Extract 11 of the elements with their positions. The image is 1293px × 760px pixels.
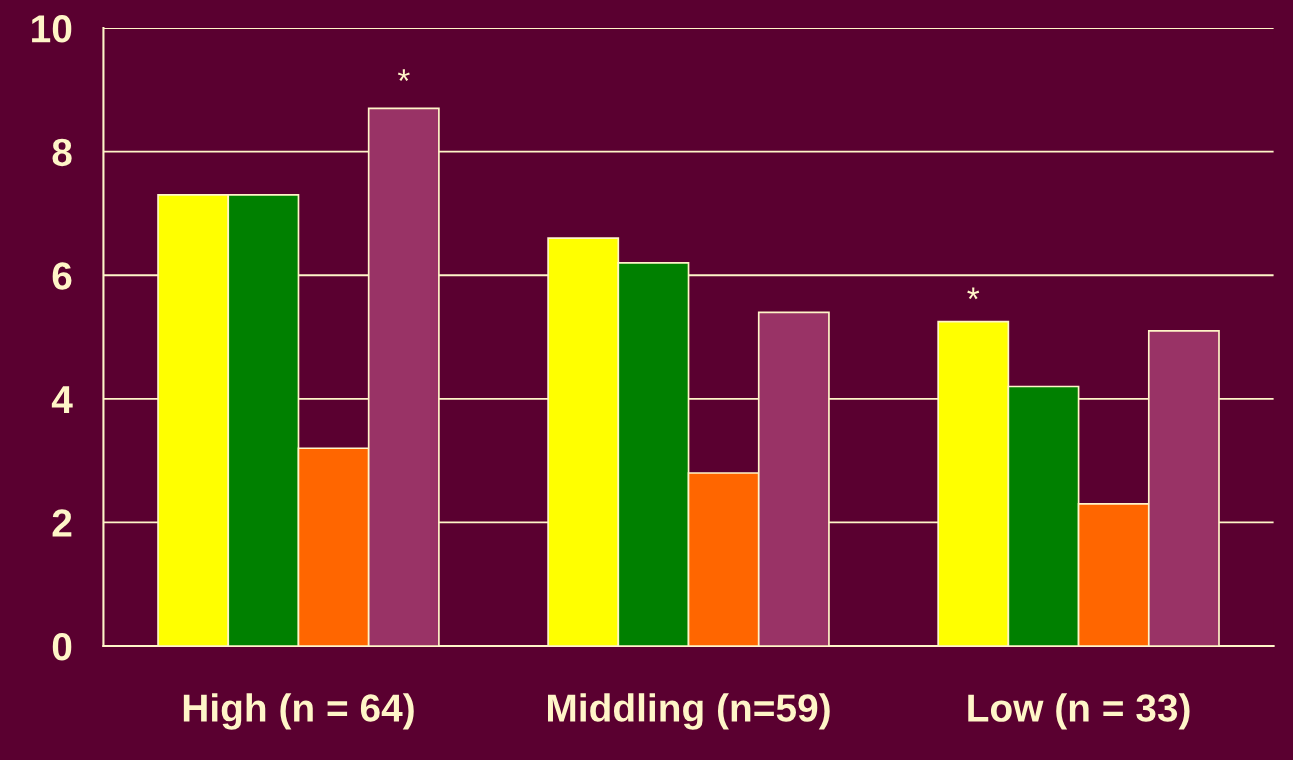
x-tick-label: High (n = 64) [183,693,414,730]
y-tick-label: 2 [52,509,72,537]
y-tick-label: 10 [32,15,72,43]
y-tick-label: 4 [51,386,73,413]
y-tick-label: 8 [52,138,72,167]
annotation: * [967,287,980,300]
x-tick-label: Low (n = 33) [968,693,1190,730]
annotation: * [397,69,410,82]
y-tick-label: 6 [52,262,72,290]
x-tick-label: Middling (n=59) [548,693,830,730]
y-tick-label: 0 [52,632,72,661]
